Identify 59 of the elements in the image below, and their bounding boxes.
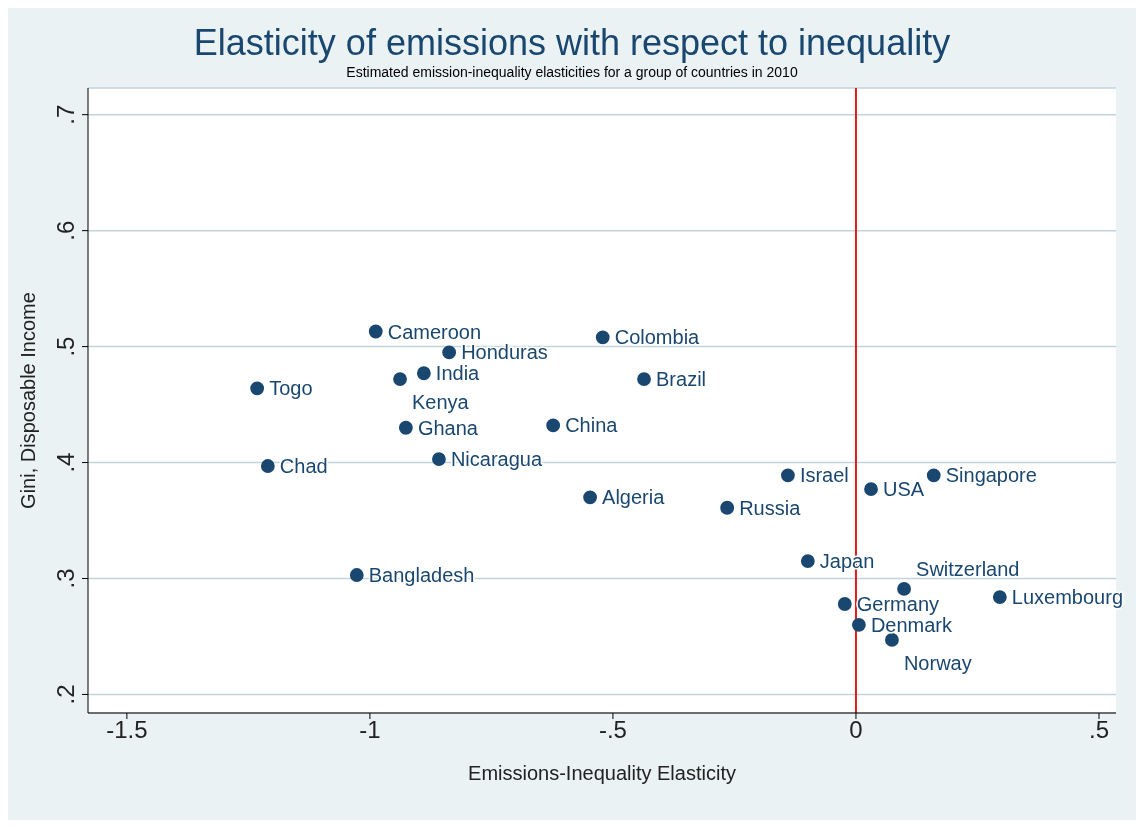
- y-tick-label: .4: [52, 452, 79, 473]
- annotation: Kenya: [412, 391, 470, 414]
- annotation: Cameroon: [387, 320, 482, 343]
- point: [368, 324, 383, 339]
- point: [992, 590, 1007, 604]
- annotation: Singapore: [945, 464, 1037, 487]
- point: [926, 468, 941, 483]
- point: [637, 372, 651, 386]
- y-tick-label: .2: [52, 684, 79, 705]
- point: [260, 459, 275, 473]
- x-tick-label: -1.5: [106, 716, 148, 744]
- point: [432, 452, 446, 466]
- point: [800, 554, 815, 568]
- y-tick-label: .6: [52, 220, 79, 241]
- annotation: Honduras: [461, 341, 548, 364]
- point: [250, 381, 265, 396]
- chart-subtitle: Estimated emission-inequality elasticities for a group of countries in 2010: [345, 64, 799, 80]
- x-tick-label: -.5: [598, 716, 627, 744]
- point: [720, 500, 735, 515]
- point: [851, 617, 866, 632]
- x-tick-label: -1: [359, 716, 381, 744]
- annotation: Bangladesh: [368, 564, 475, 587]
- annotation: Switzerland: [916, 557, 1020, 580]
- point: [595, 330, 610, 345]
- x-axis-title: Emissions-Inequality Elasticity: [468, 762, 736, 784]
- annotation: Russia: [739, 496, 802, 519]
- y-axis-title: Gini, Disposable Income: [17, 292, 40, 509]
- y-tick-label: .3: [52, 568, 79, 589]
- x-tick-label: .5: [1088, 716, 1109, 744]
- point: [349, 568, 364, 582]
- annotation: Brazil: [656, 368, 707, 391]
- point: [885, 633, 899, 647]
- y-tick-label: .7: [52, 104, 79, 125]
- point: [393, 372, 407, 386]
- point: [442, 345, 457, 360]
- annotation: China: [565, 414, 619, 437]
- x-tick-label: 0: [849, 716, 863, 744]
- point: [837, 597, 852, 611]
- point: [781, 468, 795, 483]
- point: [546, 418, 561, 433]
- annotation: India: [435, 362, 481, 385]
- annotation: Norway: [903, 651, 972, 674]
- annotation: Algeria: [602, 486, 666, 509]
- annotation: Togo: [269, 377, 313, 400]
- annotation: Chad: [279, 455, 328, 478]
- point: [583, 490, 597, 505]
- y-tick-label: .5: [52, 336, 79, 357]
- point: [864, 482, 878, 497]
- annotation: Ghana: [417, 416, 479, 439]
- point: [416, 366, 431, 381]
- annotation: USA: [883, 478, 925, 501]
- annotation: Nicaragua: [450, 448, 543, 471]
- annotation: Luxembourg: [1011, 586, 1124, 609]
- annotation: Israel: [799, 464, 849, 487]
- point: [398, 420, 413, 435]
- annotation: Germany: [856, 593, 940, 615]
- point: [897, 582, 911, 596]
- chart-title: Elasticity of emissions with respect to inequality: [192, 21, 952, 64]
- annotation: Colombia: [614, 326, 701, 349]
